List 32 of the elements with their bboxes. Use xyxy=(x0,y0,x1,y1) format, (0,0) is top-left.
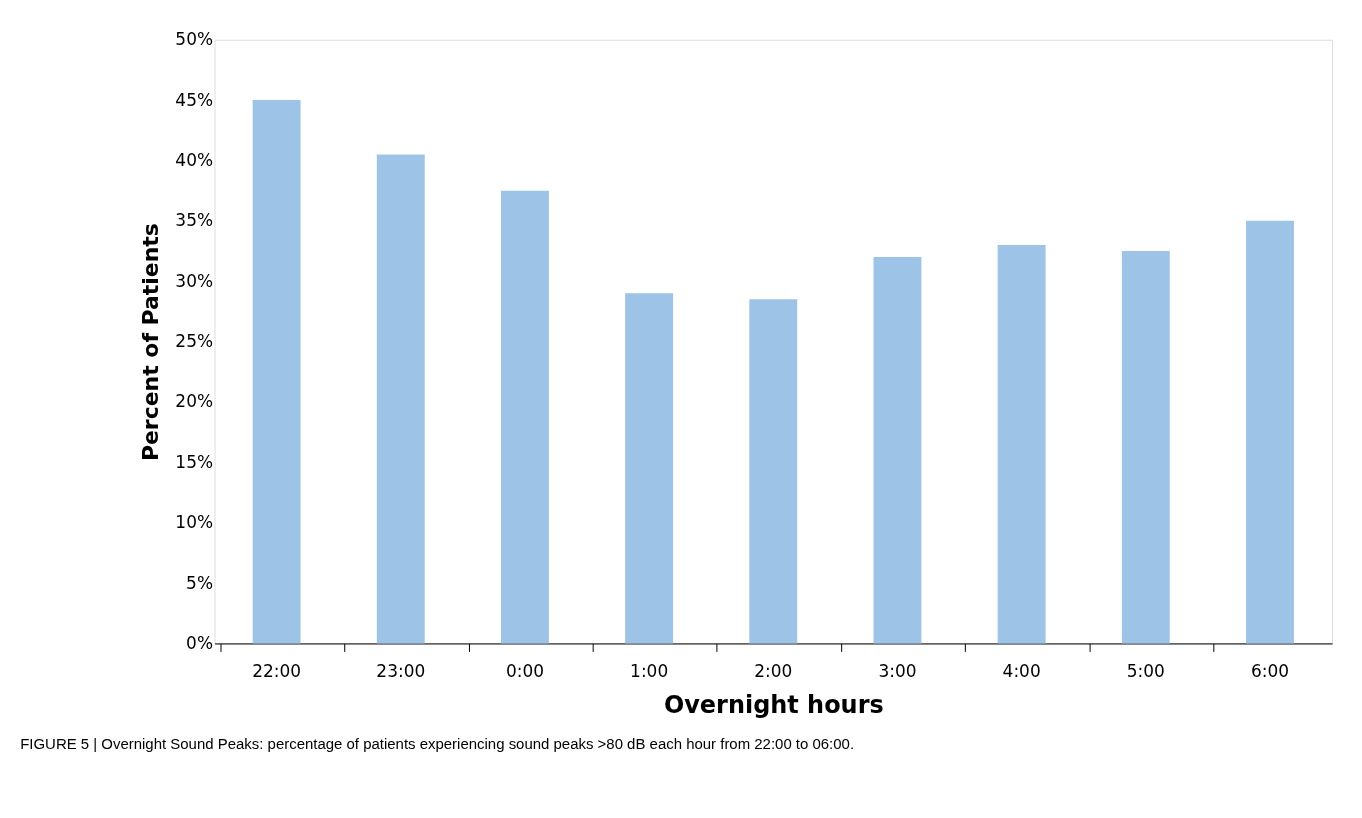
x-tick-label: 22:00 xyxy=(252,660,302,681)
y-tick-label: 25% xyxy=(175,331,214,352)
y-tick-label: 35% xyxy=(175,210,214,231)
x-tick-label: 23:00 xyxy=(376,660,426,681)
x-tick-label: 4:00 xyxy=(1002,660,1041,681)
y-tick-label: 45% xyxy=(175,89,214,110)
x-tick-label: 6:00 xyxy=(1250,660,1290,681)
bar xyxy=(625,293,674,644)
x-tick-label: 2:00 xyxy=(754,660,793,681)
bar xyxy=(997,245,1046,644)
y-tick-label: 5% xyxy=(186,572,214,593)
y-tick-label: 40% xyxy=(175,149,214,170)
y-tick-label: 50% xyxy=(175,29,214,50)
caption: FIGURE 5 | Overnight Sound Peaks: percentage of patients experiencing sound peaks >80 dB each hour from 22:00 to 06:00. xyxy=(20,735,855,753)
bar xyxy=(749,299,798,644)
y-tick-label: 10% xyxy=(175,512,214,533)
bar xyxy=(1246,220,1294,644)
x-tick-label: 5:00 xyxy=(1126,660,1165,681)
x-tick-label: 1:00 xyxy=(630,660,669,681)
bar xyxy=(376,154,425,644)
x-tick-label: 0:00 xyxy=(505,660,544,681)
bar xyxy=(873,257,922,644)
bar xyxy=(1121,251,1170,644)
x-axis-title: Overnight hours xyxy=(663,690,884,719)
bar xyxy=(252,100,301,644)
x-tick-label: 3:00 xyxy=(878,660,917,681)
y-tick-label: 20% xyxy=(175,391,214,412)
y-tick-label: 30% xyxy=(175,270,214,291)
y-tick-label: 0% xyxy=(186,632,214,653)
y-axis-title: Percent of Patients xyxy=(138,223,164,462)
bar xyxy=(501,190,549,644)
y-tick-label: 15% xyxy=(175,451,214,472)
